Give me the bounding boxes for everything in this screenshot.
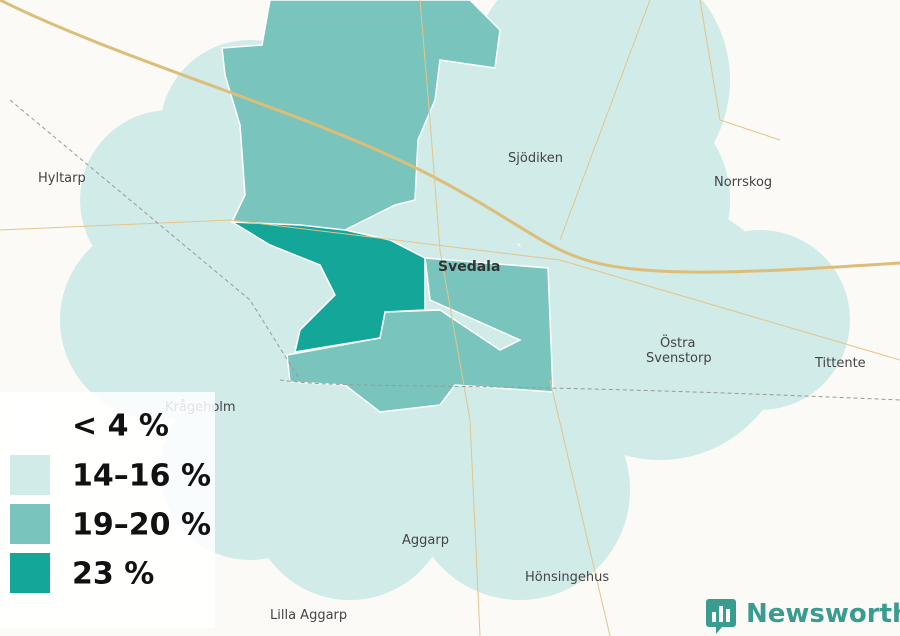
- place-label: Norrskog: [714, 175, 772, 190]
- place-label: Sjödiken: [508, 151, 563, 166]
- district: [286, 257, 554, 413]
- legend: < 4 % 14–16 % 19–20 % 23 %: [10, 405, 211, 593]
- district: [231, 221, 426, 353]
- legend-label: 19–20 %: [72, 508, 211, 543]
- district: [221, 0, 501, 231]
- legend-label: 23 %: [72, 557, 154, 592]
- place-label: Hyltarp: [38, 171, 86, 186]
- legend-label: < 4 %: [72, 409, 169, 444]
- place-label: Aggarp: [402, 533, 449, 548]
- place-label: Lilla Aggarp: [270, 608, 347, 623]
- place-label: Svenstorp: [646, 351, 712, 366]
- brand-logo: Newsworthy: [706, 599, 900, 634]
- place-label: Hönsingehus: [525, 570, 609, 585]
- legend-swatch: [10, 405, 50, 445]
- place-label: Tittente: [814, 356, 866, 371]
- brand-name: Newsworthy: [746, 599, 900, 629]
- place-label: Svedala: [438, 259, 500, 275]
- place-label: Östra: [660, 334, 695, 351]
- legend-swatch: [10, 455, 50, 495]
- legend-swatch: [10, 504, 50, 544]
- legend-label: 14–16 %: [72, 459, 211, 494]
- legend-swatch: [10, 553, 50, 593]
